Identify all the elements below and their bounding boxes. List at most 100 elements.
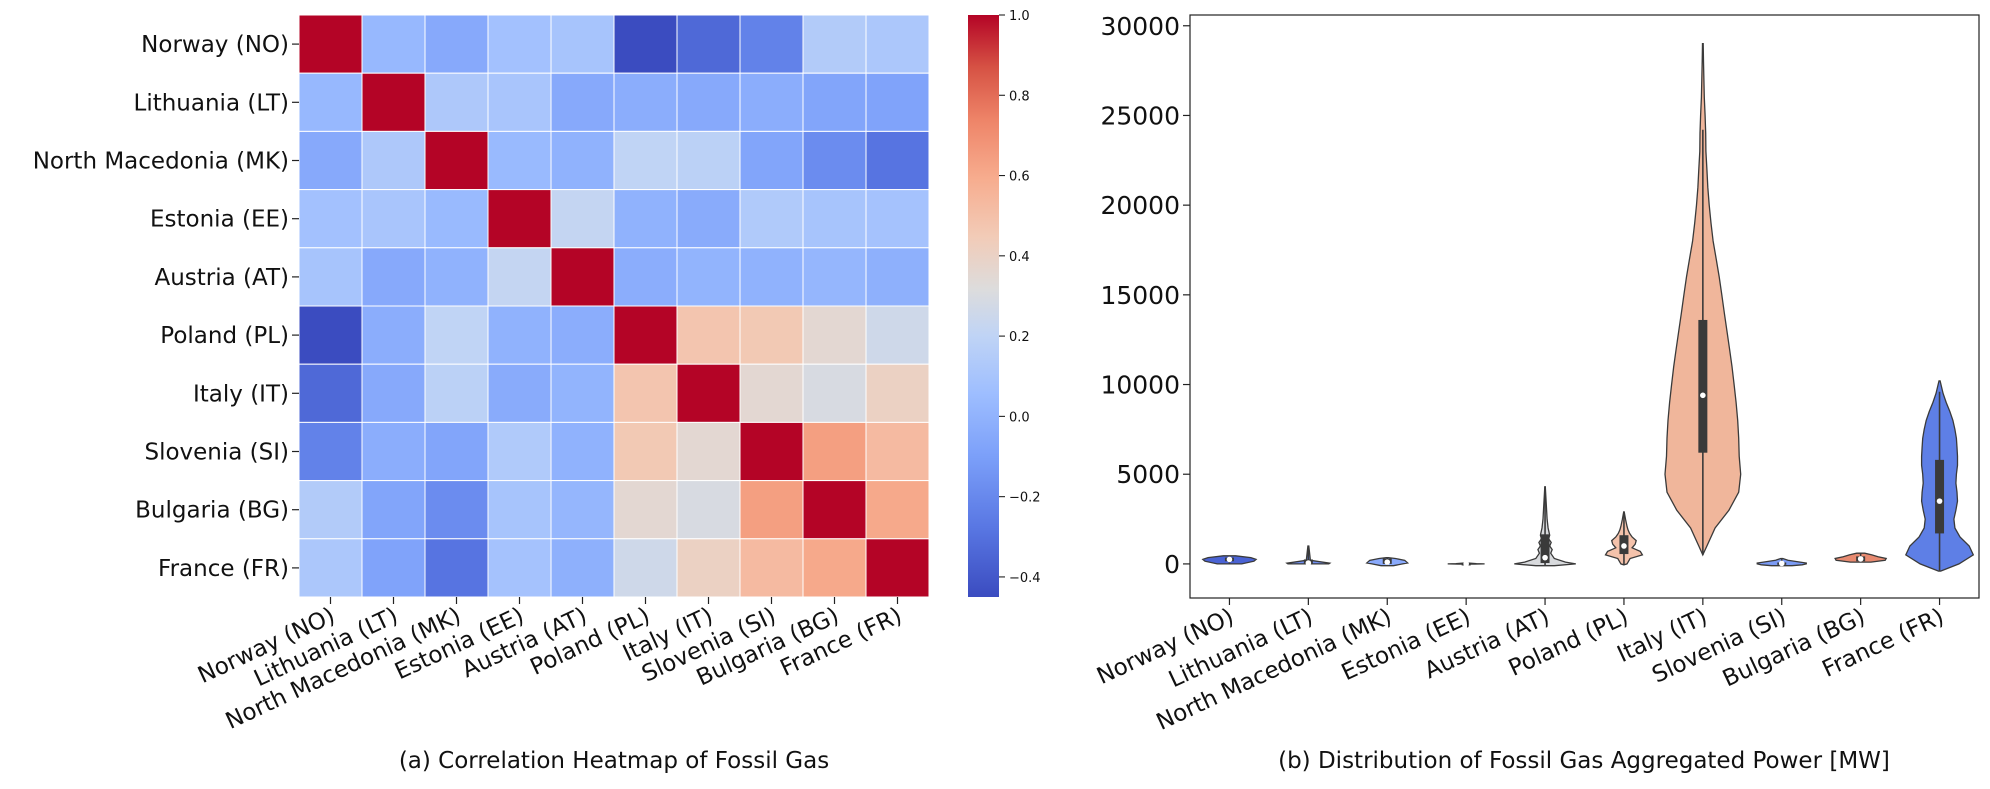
heatmap-ytick-lithuania-lt: Lithuania (LT)	[134, 90, 290, 116]
heatmap-cell	[802, 480, 867, 540]
heatmap-cell	[802, 421, 867, 482]
heatmap-cell	[361, 14, 426, 74]
heatmap-cell	[424, 421, 489, 482]
heatmap-cell	[613, 247, 678, 307]
heatmap-ytick-norway-no: Norway (NO)	[141, 32, 289, 58]
heatmap-cell	[802, 130, 867, 191]
colorbar-tick-label: −0.2	[1009, 491, 1041, 506]
heatmap-cell	[676, 247, 741, 307]
heatmap-cell	[865, 305, 930, 365]
heatmap-cell	[487, 72, 552, 132]
heatmap-cell	[676, 72, 741, 132]
heatmap-cell	[298, 363, 363, 423]
heatmap-cell	[739, 14, 804, 74]
violin-north-macedonia-mk	[1365, 556, 1410, 567]
heatmap-cell	[739, 538, 804, 598]
heatmap-cell	[865, 480, 930, 540]
violin-median	[1621, 543, 1627, 549]
heatmap-cell	[424, 72, 489, 132]
heatmap-cell	[739, 363, 804, 423]
heatmap-cell	[739, 247, 804, 307]
violin-ytick-label: 30000	[1100, 12, 1180, 41]
heatmap-cell	[550, 305, 615, 365]
heatmap-cell	[361, 538, 426, 598]
heatmap-cell	[298, 14, 363, 74]
violin-norway-no	[1201, 555, 1258, 565]
heatmap-cell	[676, 305, 741, 365]
heatmap-cell	[298, 421, 363, 482]
correlation-heatmap: Norway (NO) Lithuania (LT) North Macedonia…	[33, 14, 930, 735]
colorbar-tick-label: 1.0	[1009, 9, 1030, 24]
heatmap-cell	[424, 189, 489, 249]
heatmap-cell	[802, 363, 867, 423]
violin-lithuania-lt	[1285, 545, 1332, 566]
heatmap-cell	[298, 130, 363, 191]
heatmap-cell	[361, 421, 426, 482]
violin-median	[1226, 556, 1233, 563]
violin-box	[1935, 459, 1945, 534]
heatmap-cell	[424, 130, 489, 191]
heatmap-cell	[865, 421, 930, 482]
heatmap-cell	[298, 247, 363, 307]
heatmap-cell	[739, 189, 804, 249]
heatmap-ytick-austria-at: Austria (AT)	[154, 265, 289, 291]
heatmap-cell	[487, 247, 552, 307]
heatmap-cell	[739, 130, 804, 191]
heatmap-cell	[865, 130, 930, 191]
caption-violin: (b) Distribution of Fossil Gas Aggregate…	[1278, 748, 1890, 774]
violin-bulgaria-bg	[1834, 552, 1888, 563]
heatmap-cell	[487, 305, 552, 365]
heatmap-cell	[613, 305, 678, 365]
caption-heatmap: (a) Correlation Heatmap of Fossil Gas	[398, 748, 830, 774]
heatmap-cell	[424, 247, 489, 307]
heatmap-cell	[802, 14, 867, 74]
heatmap-cell	[298, 189, 363, 249]
heatmap-cell	[739, 480, 804, 540]
violin-ytick-label: 20000	[1100, 191, 1180, 220]
heatmap-cell	[550, 421, 615, 482]
heatmap-ytick-bulgaria-bg: Bulgaria (BG)	[135, 498, 289, 524]
violin-italy-it	[1664, 43, 1742, 557]
heatmap-ytick-estonia-ee: Estonia (EE)	[150, 207, 289, 233]
violin-median	[1305, 560, 1312, 566]
heatmap-ytick-poland-pl: Poland (PL)	[160, 323, 289, 349]
heatmap-cell	[739, 305, 804, 365]
violin-median	[1936, 498, 1943, 504]
heatmap-cell	[550, 247, 615, 307]
heatmap-cell	[424, 305, 489, 365]
violin-ytick-label: 25000	[1100, 101, 1180, 130]
heatmap-cell	[550, 14, 615, 74]
heatmap-cell	[739, 421, 804, 482]
heatmap-cell	[676, 480, 741, 540]
colorbar-tick-label: −0.4	[1009, 571, 1041, 586]
heatmap-cell	[424, 480, 489, 540]
violin-median	[1542, 554, 1548, 561]
violin-ytick-label: 10000	[1100, 371, 1180, 400]
heatmap-cell	[487, 480, 552, 540]
heatmap-cell	[424, 363, 489, 423]
colorbar-tick-label: 0.6	[1009, 170, 1030, 185]
heatmap-cell	[802, 305, 867, 365]
heatmap-cell	[361, 363, 426, 423]
violin-ytick-label: 0	[1164, 550, 1180, 579]
heatmap-cell	[802, 247, 867, 307]
heatmap-cell	[487, 538, 552, 598]
heatmap-cell	[487, 363, 552, 423]
violin-median	[1384, 559, 1391, 565]
violin-median	[1700, 392, 1706, 399]
heatmap-cell	[613, 421, 678, 482]
heatmap-cell	[487, 130, 552, 191]
heatmap-cell	[676, 189, 741, 249]
heatmap-cell	[802, 72, 867, 132]
heatmap-cell	[361, 72, 426, 132]
heatmap-cell	[424, 14, 489, 74]
violin-median	[1778, 560, 1785, 567]
heatmap-cell	[865, 189, 930, 249]
heatmap-cell	[613, 130, 678, 191]
heatmap-cell	[676, 363, 741, 423]
colorbar-gradient	[968, 15, 999, 597]
violin-estonia-ee	[1447, 560, 1485, 567]
heatmap-cell	[361, 480, 426, 540]
heatmap-cell	[865, 14, 930, 74]
heatmap-cell	[613, 363, 678, 423]
